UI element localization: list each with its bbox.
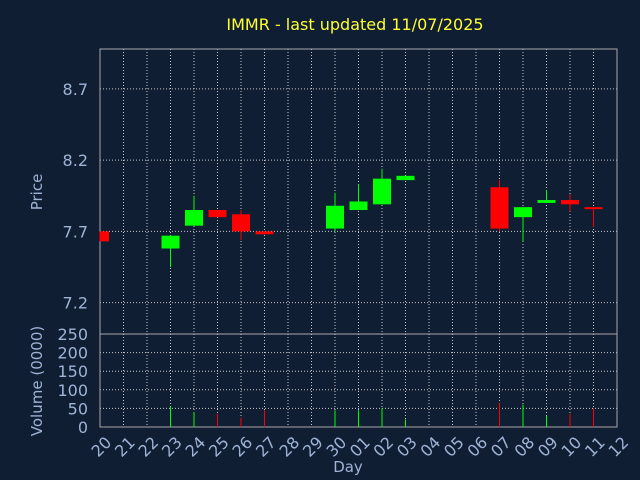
price-tick-label: 8.7 bbox=[63, 80, 88, 99]
candle bbox=[232, 210, 250, 240]
volume-bars bbox=[170, 402, 594, 427]
candle-body bbox=[561, 200, 579, 205]
candle-body bbox=[185, 210, 203, 226]
price-tick-label: 8.2 bbox=[63, 151, 88, 170]
candle-body bbox=[349, 201, 368, 211]
candle bbox=[584, 207, 603, 228]
candle-body bbox=[514, 207, 532, 218]
candle-body bbox=[584, 207, 603, 210]
volume-grid bbox=[100, 334, 617, 427]
candle-body bbox=[232, 214, 250, 232]
volume-tick-label: 250 bbox=[57, 325, 88, 344]
candle bbox=[396, 175, 415, 181]
volume-axis-label: Volume (0000) bbox=[28, 326, 46, 436]
price-axis-label: Price bbox=[28, 174, 46, 211]
candle bbox=[514, 207, 532, 242]
price-tick-label: 7.7 bbox=[63, 222, 88, 241]
candle bbox=[490, 180, 509, 232]
candle-body bbox=[373, 178, 391, 205]
volume-tick-label: 50 bbox=[68, 399, 88, 418]
candle bbox=[326, 192, 344, 232]
candle bbox=[537, 190, 556, 203]
candle-body bbox=[161, 235, 180, 249]
candle bbox=[161, 235, 180, 268]
price-tick-label: 7.2 bbox=[63, 294, 88, 313]
candle bbox=[349, 184, 368, 211]
candles bbox=[99, 168, 603, 268]
candle bbox=[208, 210, 227, 218]
candle bbox=[99, 231, 109, 242]
candle-body bbox=[255, 231, 274, 235]
candle-body bbox=[208, 210, 227, 218]
candle bbox=[185, 195, 203, 226]
volume-tick-label: 100 bbox=[57, 381, 88, 400]
candle-body bbox=[537, 200, 556, 203]
candle bbox=[561, 194, 579, 212]
price-axis: 7.2 7.7 8.2 8.7 bbox=[63, 80, 88, 313]
candle-body bbox=[326, 205, 344, 229]
price-grid bbox=[100, 49, 617, 334]
volume-tick-label: 200 bbox=[57, 344, 88, 363]
candle-body bbox=[396, 175, 415, 181]
candle bbox=[373, 168, 391, 205]
chart-title: IMMR - last updated 11/07/2025 bbox=[226, 15, 483, 34]
volume-tick-label: 150 bbox=[57, 362, 88, 381]
volume-tick-label: 0 bbox=[78, 418, 88, 437]
candle bbox=[255, 231, 274, 235]
candle-body bbox=[100, 231, 109, 242]
candle-body bbox=[490, 187, 509, 229]
x-axis-label: Day bbox=[333, 458, 363, 476]
day-axis: 2021222324252627282930010203040506070809… bbox=[87, 433, 632, 461]
